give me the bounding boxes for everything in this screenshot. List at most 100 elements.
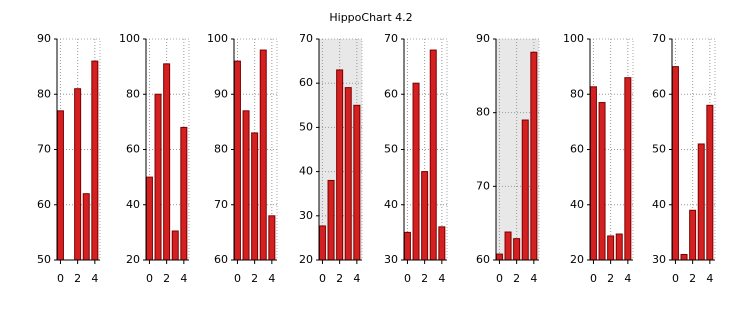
bar [615, 233, 623, 261]
y-tick-label: 70 [214, 198, 228, 211]
x-tick-label: 2 [607, 272, 614, 285]
bar [607, 235, 615, 261]
y-tick-label: 60 [126, 143, 140, 156]
x-tick-label: 0 [57, 272, 64, 285]
y-tick-label: 100 [119, 32, 140, 45]
x-tick-label: 4 [268, 272, 275, 285]
y-tick-label: 40 [570, 198, 584, 211]
x-tick-label: 0 [146, 272, 153, 285]
y-tick-label: 40 [126, 198, 140, 211]
y-tick-label: 60 [652, 87, 666, 100]
y-tick-label: 90 [214, 87, 228, 100]
bar [154, 93, 162, 261]
y-tick-label: 70 [652, 32, 666, 45]
y-tick-label: 80 [126, 87, 140, 100]
bar [495, 253, 503, 261]
y-tick-label: 50 [384, 143, 398, 156]
bar [706, 104, 714, 261]
y-tick-label: 60 [476, 253, 490, 266]
y-tick-label: 60 [214, 253, 228, 266]
y-tick-label: 60 [384, 87, 398, 100]
y-tick-label: 90 [37, 32, 51, 45]
y-tick-label: 90 [476, 32, 490, 45]
x-tick-label: 2 [74, 272, 81, 285]
bar [145, 176, 153, 261]
bar [171, 230, 179, 261]
x-tick-label: 0 [672, 272, 679, 285]
y-tick-label: 80 [37, 87, 51, 100]
x-tick-label: 4 [91, 272, 98, 285]
y-tick-label: 30 [384, 253, 398, 266]
bar [530, 51, 538, 261]
y-tick-label: 40 [652, 198, 666, 211]
y-tick-label: 60 [299, 76, 313, 89]
bar [74, 88, 82, 261]
y-tick-label: 40 [384, 198, 398, 211]
bar [327, 179, 335, 261]
bar [521, 119, 529, 261]
y-tick-label: 50 [37, 253, 51, 266]
x-tick-label: 4 [706, 272, 713, 285]
x-tick-label: 4 [353, 272, 360, 285]
bar [680, 253, 688, 261]
x-tick-label: 4 [180, 272, 187, 285]
y-tick-label: 50 [299, 120, 313, 133]
y-tick-label: 60 [570, 143, 584, 156]
y-tick-label: 20 [126, 253, 140, 266]
y-tick-label: 70 [476, 179, 490, 192]
bar [421, 171, 429, 261]
bar [82, 193, 90, 261]
x-tick-label: 4 [530, 272, 537, 285]
bar [403, 231, 411, 261]
bar [504, 231, 512, 261]
bar [318, 225, 326, 261]
x-tick-label: 0 [234, 272, 241, 285]
bar [233, 60, 241, 261]
bar [624, 77, 632, 261]
bar [689, 209, 697, 261]
x-tick-label: 4 [624, 272, 631, 285]
x-tick-label: 2 [163, 272, 170, 285]
y-tick-label: 100 [563, 32, 584, 45]
y-tick-label: 20 [299, 253, 313, 266]
bar [697, 143, 705, 261]
y-tick-label: 80 [214, 143, 228, 156]
bar [671, 66, 679, 261]
bar [344, 87, 352, 261]
bar [438, 226, 446, 261]
y-tick-label: 40 [299, 165, 313, 178]
bar [251, 132, 259, 261]
y-tick-label: 80 [476, 106, 490, 119]
y-tick-label: 30 [299, 209, 313, 222]
x-tick-label: 0 [590, 272, 597, 285]
x-tick-label: 0 [404, 272, 411, 285]
y-tick-label: 70 [299, 32, 313, 45]
x-tick-label: 2 [336, 272, 343, 285]
y-tick-label: 100 [207, 32, 228, 45]
bar [242, 110, 250, 261]
x-tick-label: 2 [251, 272, 258, 285]
chart-title: HippoChart 4.2 [329, 11, 412, 24]
bar [589, 86, 597, 261]
y-tick-label: 50 [652, 143, 666, 156]
bar [163, 63, 171, 261]
bar [412, 82, 420, 261]
x-tick-label: 2 [513, 272, 520, 285]
bar [598, 102, 606, 261]
y-tick-label: 80 [570, 87, 584, 100]
bar [268, 215, 276, 261]
bar [429, 49, 437, 261]
x-tick-label: 0 [496, 272, 503, 285]
x-tick-label: 2 [689, 272, 696, 285]
x-tick-label: 4 [438, 272, 445, 285]
y-tick-label: 60 [37, 198, 51, 211]
y-tick-label: 20 [570, 253, 584, 266]
bar [513, 238, 521, 261]
bar [353, 104, 361, 261]
y-tick-label: 70 [384, 32, 398, 45]
bar [180, 126, 188, 261]
bar [56, 110, 64, 261]
y-tick-label: 70 [37, 143, 51, 156]
y-tick-label: 30 [652, 253, 666, 266]
